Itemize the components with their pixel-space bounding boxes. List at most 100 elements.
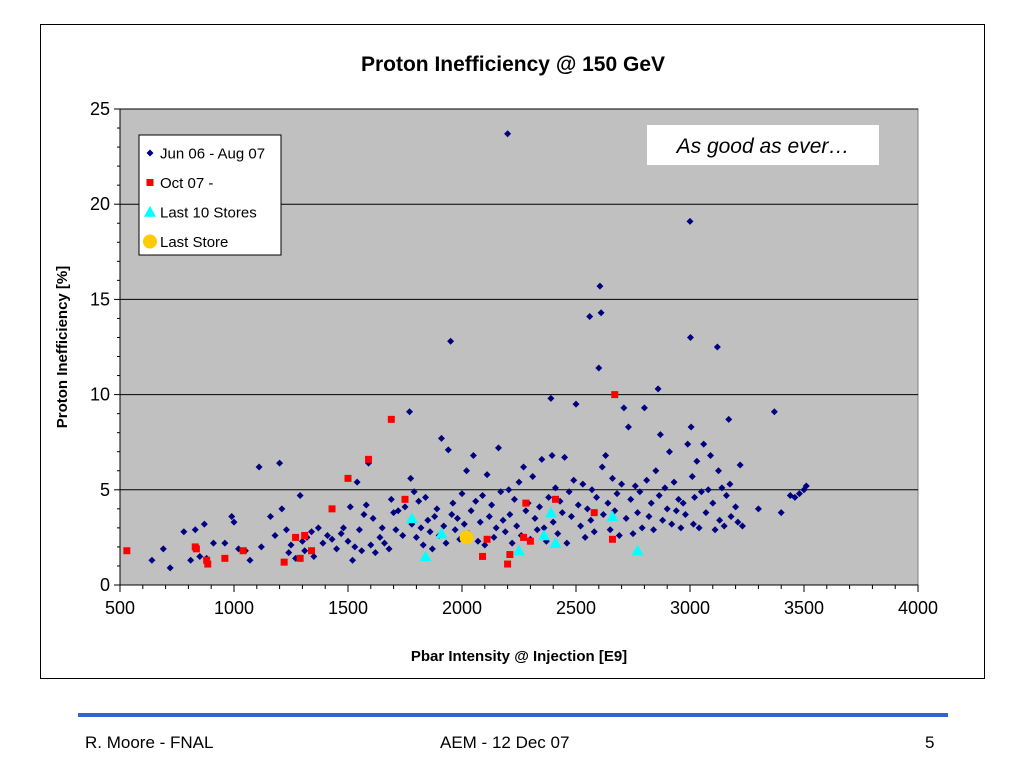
data-point-diamond [378, 524, 386, 532]
footer-author: R. Moore - FNAL [85, 733, 214, 752]
y-tick-labels: 0 5 10 15 20 25 [90, 99, 110, 595]
data-point-diamond [476, 518, 484, 526]
data-point-diamond [230, 518, 238, 526]
data-point-diamond [483, 471, 491, 479]
legend-label: Oct 07 - [160, 175, 213, 192]
data-point-diamond [415, 497, 423, 505]
data-point-diamond [561, 453, 569, 461]
data-point-diamond [522, 507, 530, 515]
data-point-diamond [624, 423, 632, 431]
data-point-square [239, 547, 247, 555]
data-point-diamond [563, 539, 571, 547]
data-point-square [204, 560, 212, 568]
data-point-square [506, 551, 514, 559]
data-point-diamond [529, 472, 537, 480]
data-point-diamond [665, 448, 673, 456]
data-point-diamond [308, 528, 316, 536]
data-point-diamond [451, 526, 459, 534]
data-point-diamond [709, 499, 717, 507]
data-point-square [344, 474, 352, 482]
data-point-diamond [587, 516, 595, 524]
data-point-diamond [548, 452, 556, 460]
data-point-diamond [440, 522, 448, 530]
data-point-diamond [490, 533, 498, 541]
data-point-diamond [558, 509, 566, 517]
data-point-triangle [606, 510, 619, 522]
data-point-diamond [722, 492, 730, 500]
data-point-diamond [257, 543, 265, 551]
data-point-diamond [351, 543, 359, 551]
data-point-diamond [399, 531, 407, 539]
legend-marker-triangle [144, 206, 156, 217]
data-point-triangle [549, 537, 562, 548]
data-point-diamond [520, 463, 528, 471]
data-point-diamond [406, 408, 414, 416]
data-point-diamond [668, 520, 676, 528]
data-point-diamond [442, 539, 450, 547]
x-tick-label: 4000 [898, 598, 938, 618]
data-point-diamond [727, 512, 735, 520]
data-point-diamond [148, 556, 156, 564]
data-point-diamond [579, 480, 587, 488]
data-point-diamond [597, 309, 605, 317]
data-point-diamond [707, 452, 715, 460]
data-point-diamond [620, 404, 628, 412]
data-point-diamond [711, 526, 719, 534]
data-point-triangle [538, 529, 551, 541]
x-tick-label: 2500 [556, 598, 596, 618]
data-point-diamond [795, 490, 803, 498]
data-point-diamond [645, 512, 653, 520]
data-point-diamond [631, 482, 639, 490]
data-point-diamond [720, 522, 728, 530]
footer-event: AEM - 12 Dec 07 [440, 733, 570, 752]
data-point-diamond [636, 488, 644, 496]
data-point-square [203, 556, 211, 564]
data-point-diamond [688, 472, 696, 480]
data-point-square [221, 554, 229, 562]
data-point-diamond [501, 528, 509, 536]
data-point-diamond [577, 522, 585, 530]
data-point-diamond [629, 530, 637, 538]
data-point-diamond [460, 520, 468, 528]
data-point-square [479, 552, 487, 560]
data-point-diamond [419, 541, 427, 549]
data-point-diamond [515, 478, 523, 486]
data-point-triangle [405, 512, 418, 524]
y-tick-label: 5 [100, 480, 110, 500]
data-point-square [401, 495, 409, 503]
data-point-diamond [187, 556, 195, 564]
data-point-diamond [394, 507, 402, 515]
data-point-square [365, 455, 373, 463]
annotation-box: As good as ever… [647, 125, 879, 165]
chart-frame: Proton Inefficiency @ 150 GeV 0 5 10 15 20 25… [40, 24, 985, 679]
data-point-diamond [540, 524, 548, 532]
data-point-diamond [323, 531, 331, 539]
data-point-diamond [508, 539, 516, 547]
y-tick-label: 25 [90, 99, 110, 119]
data-point-diamond [654, 385, 662, 393]
data-point-diamond [358, 547, 366, 555]
x-tick-label: 1000 [214, 598, 254, 618]
data-points [123, 130, 810, 572]
series-2 [123, 391, 619, 568]
data-point-diamond [672, 507, 680, 515]
data-point-diamond [469, 452, 477, 460]
data-point-diamond [655, 492, 663, 500]
data-point-diamond [679, 499, 687, 507]
data-point-diamond [506, 511, 514, 519]
data-point-triangle [419, 550, 432, 562]
data-point-diamond [650, 526, 658, 534]
data-point-diamond [333, 545, 341, 553]
data-point-diamond [583, 505, 591, 513]
data-point-diamond [492, 524, 500, 532]
data-point-diamond [494, 444, 502, 452]
data-point-diamond [360, 511, 368, 519]
data-point-diamond [738, 522, 746, 530]
data-point-diamond [458, 490, 466, 498]
data-point-diamond [417, 524, 425, 532]
data-point-diamond [593, 493, 601, 501]
data-point-diamond [221, 539, 229, 547]
data-point-square [504, 560, 512, 568]
data-point-diamond [598, 463, 606, 471]
data-point-diamond [791, 493, 799, 501]
